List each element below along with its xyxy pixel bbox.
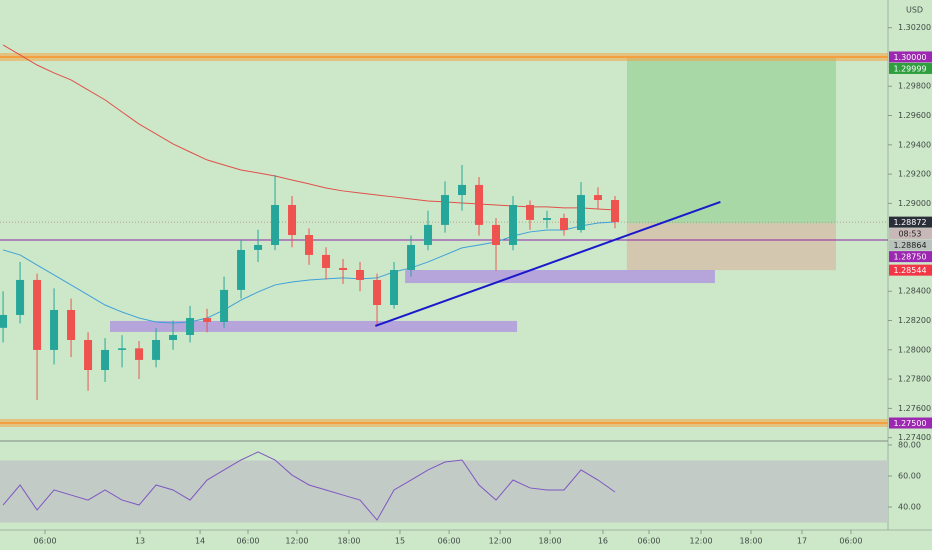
candle-body [339,267,348,271]
price-label-box [889,239,932,251]
candle-body [373,279,382,305]
x-tick-label: 06:00 [438,537,461,546]
candle-body [509,204,518,245]
candle-body [594,195,603,201]
price-label: 1.28872 [893,218,926,227]
candle-body [475,184,484,225]
price-label-box [889,417,932,429]
rsi-tick-label: 60.00 [898,471,921,480]
x-tick-label: 12:00 [689,537,712,546]
price-label: 1.27500 [893,419,926,428]
candle-body [407,244,416,271]
candle-body [169,335,178,340]
candle-body [271,204,280,245]
x-tick-label: 06:00 [34,537,57,546]
candle-body [152,339,161,360]
candle-body [16,279,25,315]
y-tick-label: 1.27800 [898,375,931,384]
support-zone [109,320,518,332]
target-zone [626,57,836,224]
x-tick-label: 17 [797,537,807,546]
y-tick-label: 1.29800 [898,82,931,91]
price-label-box [889,264,932,276]
candle-body [543,218,552,220]
price-label: 1.28864 [893,241,926,250]
y-tick-label: 1.28200 [898,316,931,325]
x-tick-label: 12:00 [285,537,308,546]
candle-body [33,279,42,350]
y-tick-label: 1.28000 [898,345,931,354]
x-tick-label: 18:00 [739,537,762,546]
candle-body [305,235,314,255]
candle-body [288,204,297,236]
rsi-line [2,451,616,521]
price-label: 1.28544 [893,266,926,275]
candle-body [67,309,76,340]
candle-body [526,204,535,220]
candle-body [203,318,212,322]
y-tick-label: 1.29600 [898,111,931,120]
candle-body [118,348,127,350]
candle-body [186,318,195,336]
y-tick-label: 1.29200 [898,170,931,179]
price-label: 1.28750 [893,253,926,262]
x-tick-label: 15 [395,537,405,546]
candle-body [220,289,229,322]
trendline [374,200,721,327]
candle-body [441,195,450,225]
rsi-tick-label: 40.00 [898,503,921,512]
candle-body [458,184,467,196]
price-label-box [889,62,932,74]
price-label-box [889,251,932,263]
y-tick-label: 1.28400 [898,287,931,296]
candle-body [0,314,8,328]
price-label-box [889,216,932,228]
candle-body [50,309,59,350]
candle-body [135,348,144,360]
price-label: 08:53 [898,230,921,239]
candle-body [322,254,331,268]
x-tick-label: 06:00 [637,537,660,546]
price-label: 1.29999 [893,64,926,73]
y-tick-label: 1.29400 [898,140,931,149]
x-tick-label: 12:00 [489,537,512,546]
support-zone [405,270,715,284]
x-tick-label: 14 [195,537,205,546]
x-tick-label: 16 [598,537,608,546]
price-label: 1.30000 [893,53,926,62]
candle-body [424,224,433,245]
y-tick-label: 1.27600 [898,404,931,413]
x-tick-label: 18:00 [337,537,360,546]
candle-body [356,270,365,280]
x-tick-label: 13 [135,537,145,546]
candle-body [492,224,501,245]
y-tick-label: 1.30200 [898,23,931,32]
candle-body [84,339,93,371]
stop-zone [626,223,836,271]
rsi-band [0,460,888,523]
y-tick-label: 1.29000 [898,199,931,208]
currency-label: USD [906,6,923,15]
candle-body [560,218,569,231]
x-tick-label: 06:00 [236,537,259,546]
price-label-box [889,228,932,240]
candle-body [101,349,110,371]
candle-body [577,195,586,231]
candle-body [390,270,399,305]
candle-body [254,244,263,250]
price-label-box [889,51,932,63]
rsi-tick-label: 80.00 [898,440,921,449]
candle-body [237,249,246,290]
x-tick-label: 18:00 [539,537,562,546]
candle-body [611,200,620,223]
x-tick-label: 06:00 [839,537,862,546]
y-tick-label: 1.27400 [898,433,931,442]
